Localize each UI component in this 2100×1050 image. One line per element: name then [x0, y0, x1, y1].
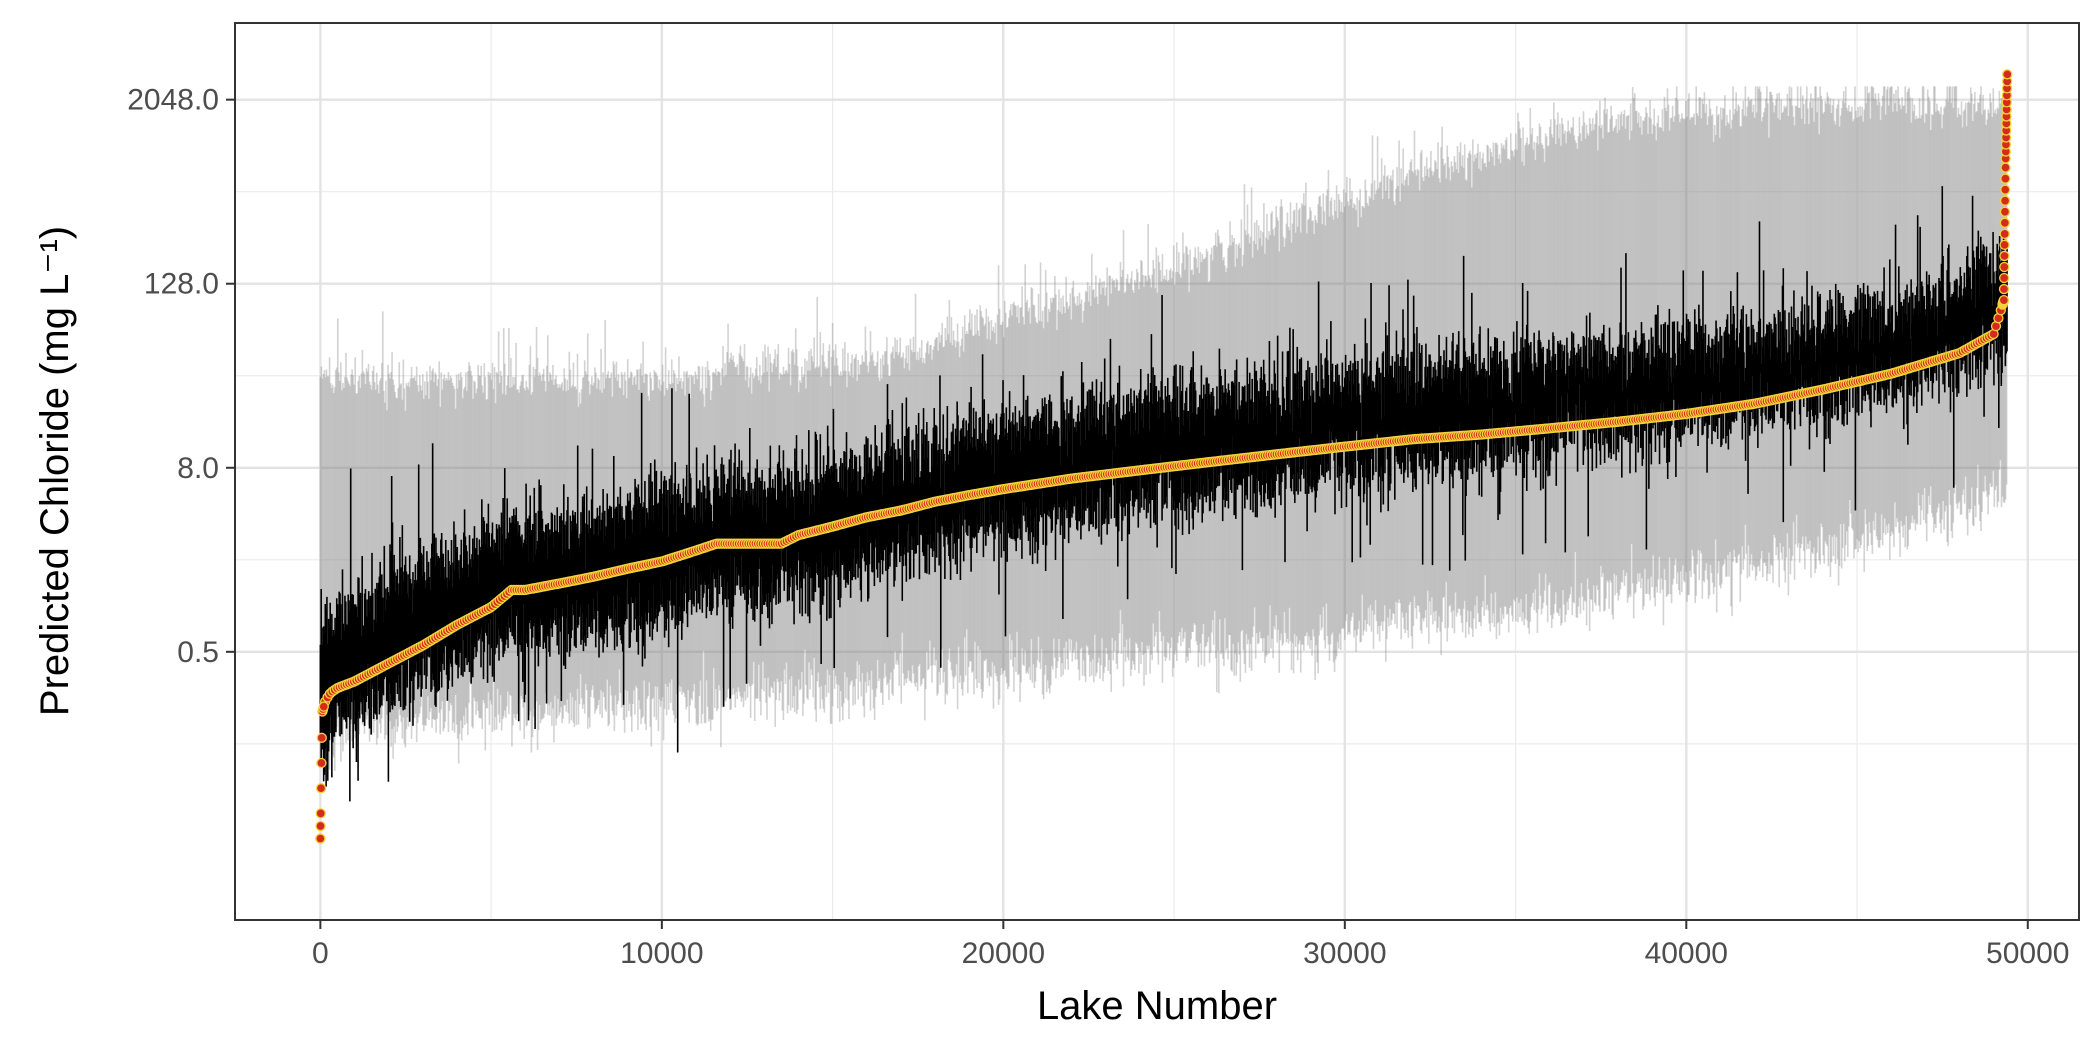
median-point	[2002, 69, 2013, 80]
median-point	[1998, 294, 2010, 306]
x-tick-label: 50000	[1986, 937, 2069, 970]
x-axis-title: Lake Number	[1037, 984, 1277, 1028]
y-tick-label: 128.0	[144, 268, 219, 301]
median-point	[315, 820, 326, 832]
median-point	[2000, 173, 2011, 184]
x-tick-label: 0	[312, 937, 329, 970]
y-axis-title: Predicted Chloride (mg L⁻¹)	[33, 226, 77, 716]
median-point	[1999, 217, 2010, 228]
x-tick-label: 30000	[1303, 937, 1386, 970]
median-point	[318, 701, 329, 712]
median-point	[316, 732, 327, 743]
median-point	[1998, 283, 2010, 295]
median-point	[315, 783, 327, 794]
x-tick-label: 20000	[962, 937, 1045, 970]
median-point	[315, 833, 326, 844]
credible-interval-lines	[319, 186, 2008, 802]
median-points	[315, 69, 2013, 844]
x-tick-label: 10000	[620, 937, 703, 970]
median-point	[1999, 195, 2011, 206]
median-point	[2000, 184, 2011, 195]
median-point	[1999, 228, 2010, 239]
median-point	[1999, 261, 2010, 273]
median-point	[1998, 272, 2010, 284]
median-point	[315, 808, 326, 819]
y-axis: 0.5 8.0 128.0 2048.0	[127, 84, 235, 669]
plot-panel-border	[234, 22, 2080, 921]
median-point	[2000, 162, 2011, 173]
x-tick-label: 40000	[1645, 937, 1728, 970]
y-tick-label: 8.0	[177, 452, 219, 485]
y-tick-label: 0.5	[177, 636, 219, 669]
x-axis: 0 10000 20000 30000 40000 50000	[312, 920, 2069, 970]
median-point	[1999, 206, 2011, 217]
median-point	[316, 757, 327, 769]
median-point	[1999, 250, 2010, 262]
y-tick-label: 2048.0	[127, 84, 219, 117]
median-point	[1999, 239, 2010, 251]
